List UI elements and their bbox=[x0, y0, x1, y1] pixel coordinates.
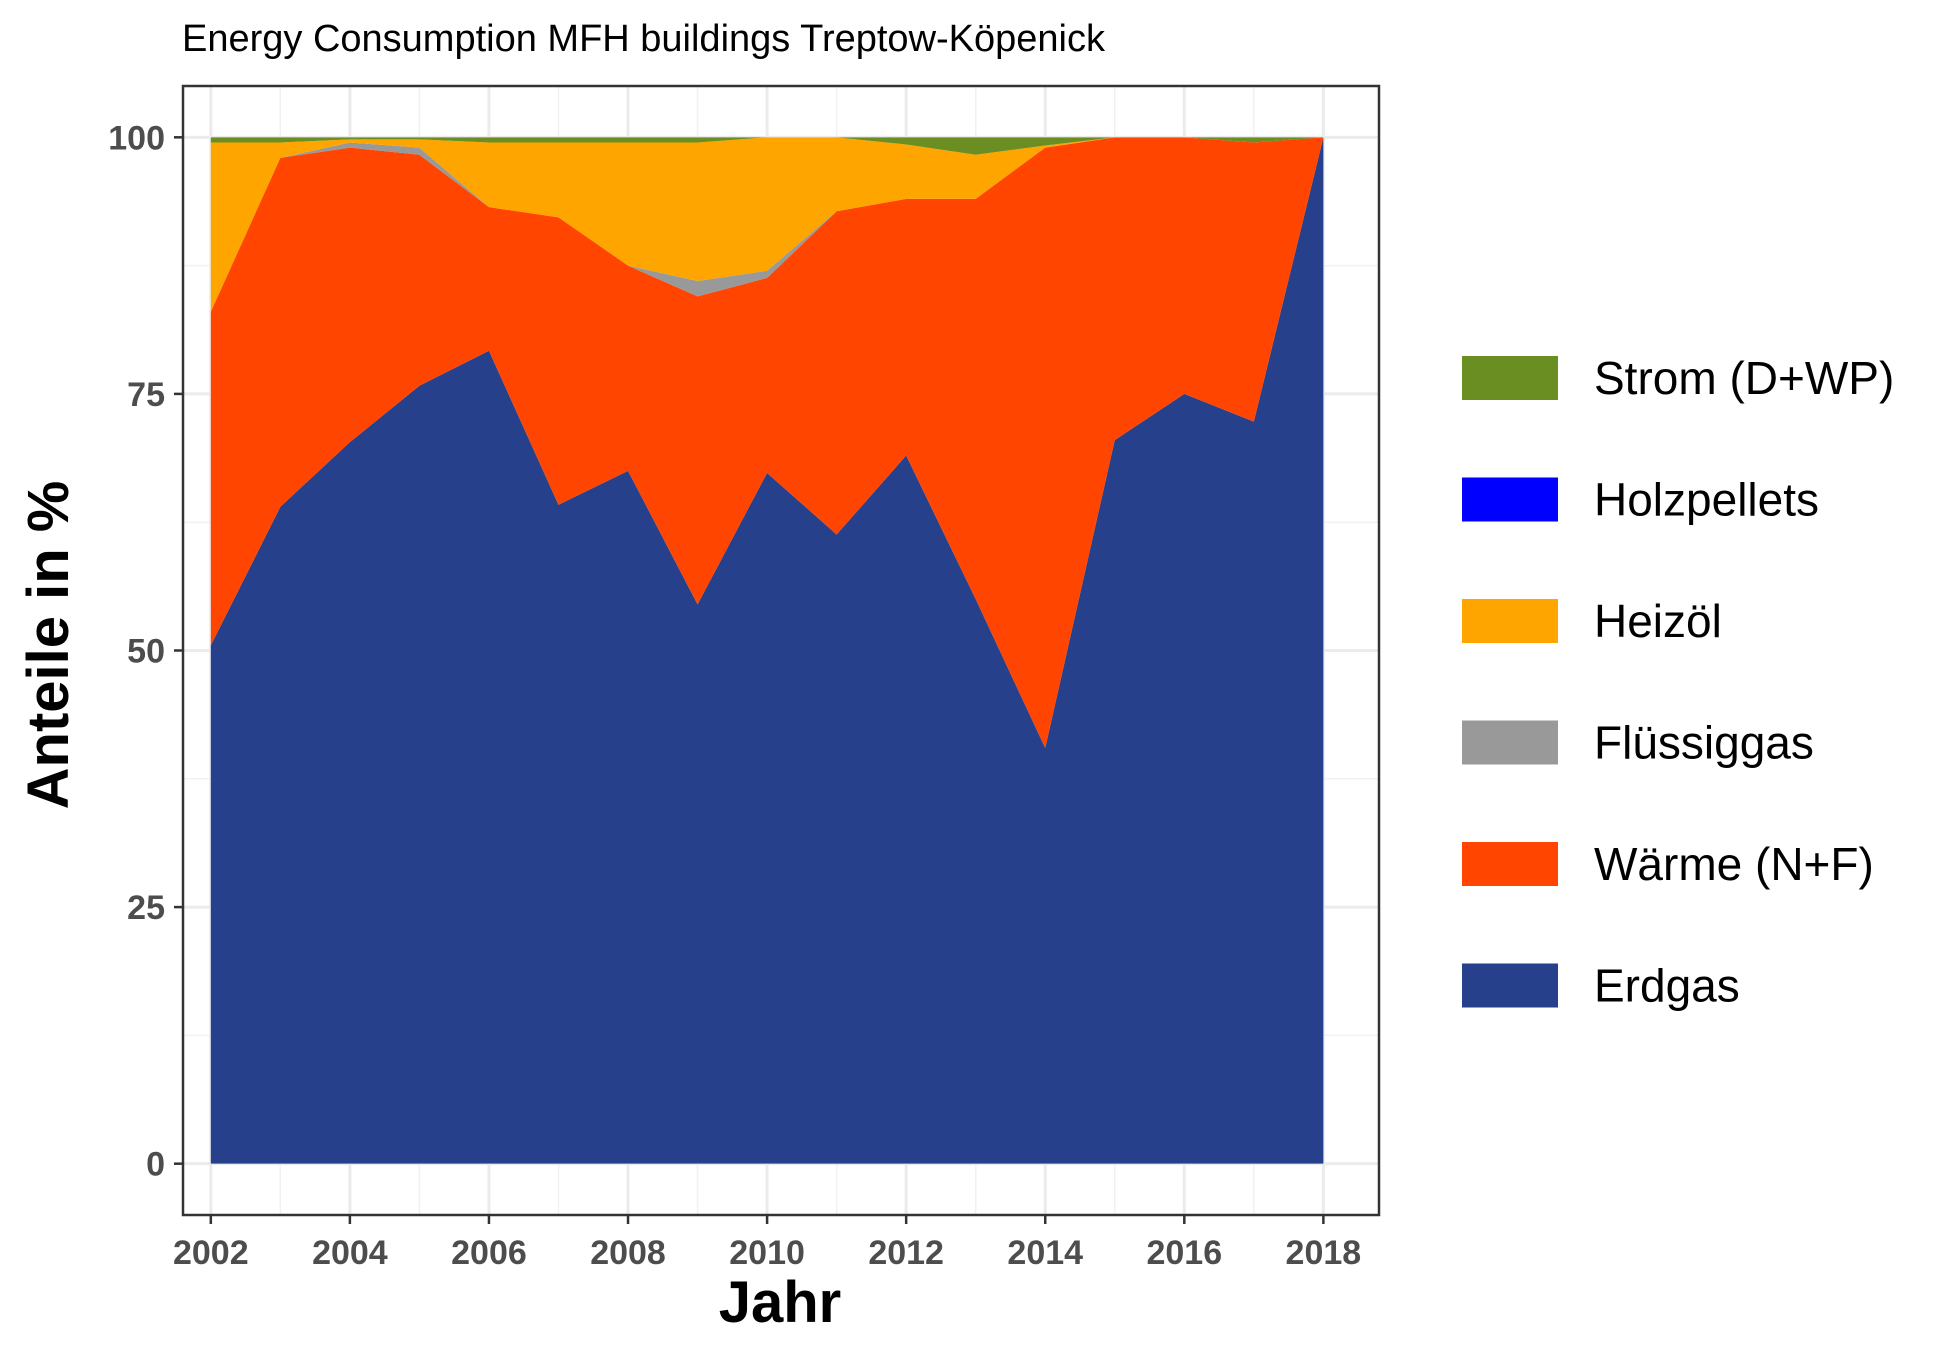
legend-item: Strom (D+WP) bbox=[1462, 352, 1894, 404]
legend-swatch bbox=[1462, 477, 1558, 522]
area-strom-d-wp bbox=[210, 137, 1324, 155]
area-wärme-n-f bbox=[210, 137, 1324, 749]
legend-item: Flüssiggas bbox=[1462, 717, 1814, 769]
y-tick-label: 50 bbox=[127, 633, 165, 671]
x-axis: 2002 2004 2006 2008 2010 2012 2014 2016 2018 bbox=[173, 1215, 1361, 1272]
x-tick-label: 2012 bbox=[868, 1234, 944, 1272]
x-tick-label: 2002 bbox=[173, 1234, 249, 1272]
x-axis-title: Jahr bbox=[719, 1270, 842, 1335]
x-tick-label: 2018 bbox=[1286, 1234, 1362, 1272]
chart-title: Energy Consumption MFH buildings Treptow… bbox=[182, 18, 1106, 60]
legend-label: Wärme (N+F) bbox=[1594, 838, 1874, 890]
y-tick-label: 100 bbox=[108, 119, 165, 157]
legend-swatch bbox=[1462, 963, 1558, 1008]
legend-label: Holzpellets bbox=[1594, 474, 1819, 526]
x-tick-label: 2004 bbox=[312, 1234, 388, 1272]
stacked-areas bbox=[210, 137, 1324, 1164]
legend-item: Erdgas bbox=[1462, 960, 1740, 1012]
legend: Strom (D+WP) Holzpellets Heizöl Flüssiggas W… bbox=[1462, 352, 1894, 1012]
legend-item: Heizöl bbox=[1462, 595, 1722, 647]
legend-item: Holzpellets bbox=[1462, 474, 1819, 526]
y-tick-label: 25 bbox=[127, 889, 165, 927]
legend-swatch bbox=[1462, 599, 1558, 643]
legend-swatch bbox=[1462, 356, 1558, 400]
y-tick-label: 75 bbox=[127, 376, 165, 414]
y-tick-label: 0 bbox=[146, 1146, 165, 1184]
legend-label: Erdgas bbox=[1594, 960, 1740, 1012]
legend-label: Flüssiggas bbox=[1594, 717, 1814, 769]
x-tick-label: 2010 bbox=[729, 1234, 805, 1272]
area-heizöl bbox=[210, 137, 1324, 312]
legend-item: Wärme (N+F) bbox=[1462, 838, 1874, 890]
x-tick-label: 2006 bbox=[451, 1234, 527, 1272]
y-axis-title: Anteile in % bbox=[16, 481, 81, 810]
legend-swatch bbox=[1462, 842, 1558, 886]
legend-label: Heizöl bbox=[1594, 595, 1722, 647]
y-axis: 0 25 50 75 100 bbox=[108, 119, 183, 1184]
x-tick-label: 2014 bbox=[1007, 1234, 1083, 1272]
area-flüssiggas bbox=[210, 137, 1324, 312]
area-erdgas bbox=[210, 137, 1324, 1164]
legend-swatch bbox=[1462, 720, 1558, 765]
x-tick-label: 2016 bbox=[1146, 1234, 1222, 1272]
x-tick-label: 2008 bbox=[590, 1234, 666, 1272]
legend-label: Strom (D+WP) bbox=[1594, 352, 1894, 404]
